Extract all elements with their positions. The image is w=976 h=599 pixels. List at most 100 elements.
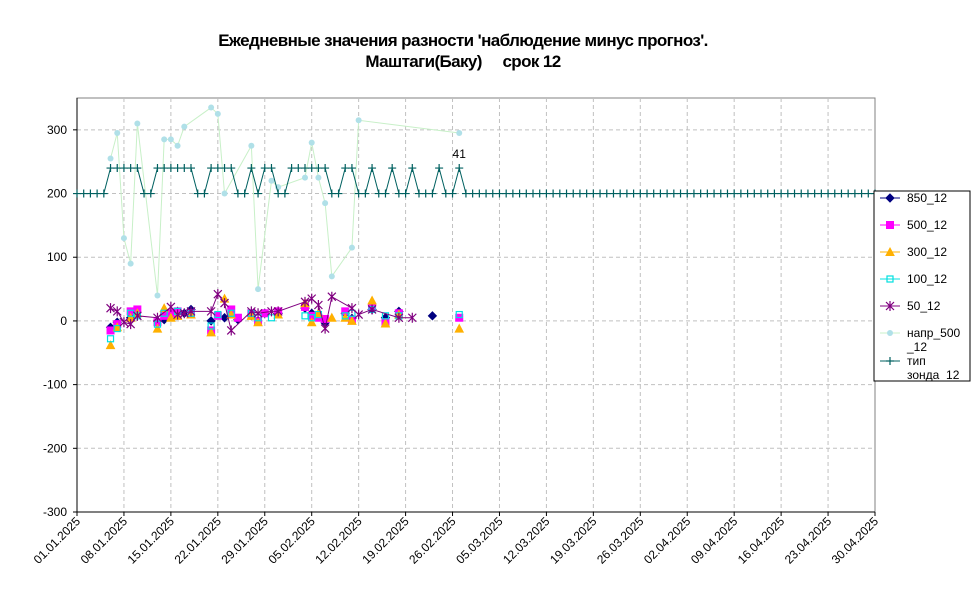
data-point [407,312,417,323]
data-point [73,189,81,198]
x-tick-label: 01.01.2025 [31,514,84,567]
data-point [112,306,122,317]
x-axis: 01.01.202508.01.202515.01.202522.01.2025… [31,511,881,567]
data-point [683,189,692,198]
data-point [287,164,296,173]
y-tick-label: -100 [43,378,67,392]
data-point [381,312,390,320]
data-point [448,189,457,198]
data-point [716,189,725,198]
x-tick-label: 15.01.2025 [125,514,178,567]
data-point [260,309,269,318]
y-axis: 300 200 100 0 -100 -200 -300 [43,98,78,519]
x-tick-label: 09.04.2025 [688,514,741,567]
data-point [374,189,383,198]
data-point [830,189,839,198]
data-point [153,164,162,173]
data-point [850,189,859,198]
data-point [347,164,356,173]
data-point [267,164,276,173]
data-point [368,164,377,173]
data-point [253,317,263,327]
data-point [669,189,678,198]
legend-item-0: 850_12 [880,191,947,205]
x-tick-label: 26.03.2025 [594,514,647,567]
data-point [79,189,88,198]
data-point [134,120,141,127]
data-point [380,318,391,328]
data-point [355,117,362,124]
data-point [757,189,765,198]
data-point [93,189,102,198]
x-tick-label: 12.02.2025 [312,514,365,567]
legend-swatch-marker [886,221,894,229]
x-tick-label: 16.04.2025 [735,514,788,567]
data-point [320,323,330,334]
x-tick-label: 05.02.2025 [265,514,318,567]
data-point [589,189,598,198]
data-point [575,189,584,198]
data-point [161,136,168,143]
data-point [206,306,216,317]
data-point [482,189,491,198]
data-point [770,189,779,198]
data-point [315,174,322,181]
data-point [227,309,235,317]
data-point [844,189,853,198]
x-tick-label: 02.04.2025 [641,514,694,567]
data-point [689,189,698,198]
data-point [562,189,571,198]
data-point [710,189,719,198]
data-point [120,235,127,242]
legend-item-3: 100_12 [880,272,947,286]
data-point [643,189,651,198]
annotation-label: 41 [453,147,467,161]
y-tick-label: 200 [47,187,67,201]
data-point [106,335,115,343]
data-point [106,164,115,173]
data-point [193,189,202,198]
data-point [743,189,752,198]
data-point [326,312,337,322]
data-point [790,189,799,198]
data-point [361,189,370,198]
data-point [569,189,578,198]
data-point [302,174,308,181]
data-point [274,189,283,198]
data-point [219,313,230,323]
data-point [522,189,531,198]
data-point [126,164,135,173]
data-point [703,189,712,198]
data-point [609,189,618,198]
data-point [555,189,564,198]
legend-label: 850_12 [907,191,947,205]
x-tick-label: 19.02.2025 [359,514,412,567]
legend-item-6: тип зонда_12 [880,354,960,382]
data-point [255,286,262,293]
data-point [730,189,739,198]
legend-swatch-marker [885,301,895,311]
data-point [207,164,216,173]
data-point [260,164,269,173]
data-point [253,308,263,319]
data-point [347,315,357,325]
data-point [308,314,316,322]
data-point [616,189,625,198]
data-point [220,298,229,309]
data-point [166,312,176,322]
x-tick-label: 08.01.2025 [78,514,131,567]
data-point [167,136,174,143]
data-point [341,164,350,173]
x-tick-label: 23.04.2025 [782,514,835,567]
data-point [207,322,215,330]
y-tick-label: -200 [43,441,67,455]
data-point [328,273,335,280]
data-point [308,139,315,146]
data-point [140,189,149,198]
data-point [488,189,497,198]
data-point [127,309,135,317]
data-point [495,189,504,198]
legend-item-5: напр_500 _12 [880,326,960,354]
data-point [187,164,195,173]
y-tick-label: 0 [60,314,67,328]
